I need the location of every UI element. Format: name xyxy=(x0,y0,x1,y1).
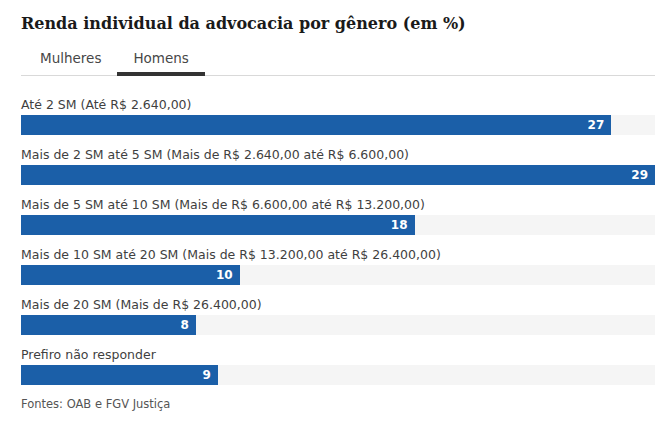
bar-row: Até 2 SM (Até R$ 2.640,00) 27 xyxy=(21,97,655,135)
bar-value-label: 27 xyxy=(588,118,612,132)
bar-row: Prefiro não responder 9 xyxy=(21,347,655,385)
tab-list: Mulheres Homens xyxy=(21,44,655,76)
chart-card: Renda individual da advocacia por gênero… xyxy=(0,0,672,411)
bar-track: 27 xyxy=(21,115,655,135)
bar-row: Mais de 10 SM até 20 SM (Mais de R$ 13.2… xyxy=(21,247,655,285)
bar-value-label: 10 xyxy=(216,268,240,282)
tab-homens[interactable]: Homens xyxy=(117,44,204,75)
bar-fill: 10 xyxy=(21,265,240,285)
bar-category-label: Até 2 SM (Até R$ 2.640,00) xyxy=(21,97,655,112)
bar-fill: 18 xyxy=(21,215,415,235)
bar-category-label: Mais de 2 SM até 5 SM (Mais de R$ 2.640,… xyxy=(21,147,655,162)
bar-value-label: 8 xyxy=(181,318,196,332)
bar-fill: 27 xyxy=(21,115,611,135)
bar-track: 8 xyxy=(21,315,655,335)
bar-category-label: Mais de 5 SM até 10 SM (Mais de R$ 6.600… xyxy=(21,197,655,212)
bar-track: 29 xyxy=(21,165,655,185)
bar-fill: 8 xyxy=(21,315,196,335)
bar-track: 10 xyxy=(21,265,655,285)
bar-fill: 29 xyxy=(21,165,655,185)
bar-category-label: Prefiro não responder xyxy=(21,347,655,362)
bar-track: 9 xyxy=(21,365,655,385)
source-credit: Fontes: OAB e FGV Justiça xyxy=(21,397,655,411)
tab-mulheres[interactable]: Mulheres xyxy=(24,44,117,75)
bar-row: Mais de 5 SM até 10 SM (Mais de R$ 6.600… xyxy=(21,197,655,235)
bar-category-label: Mais de 10 SM até 20 SM (Mais de R$ 13.2… xyxy=(21,247,655,262)
bar-fill: 9 xyxy=(21,365,218,385)
bar-value-label: 18 xyxy=(391,218,415,232)
bar-value-label: 29 xyxy=(631,168,655,182)
bar-track: 18 xyxy=(21,215,655,235)
bar-category-label: Mais de 20 SM (Mais de R$ 26.400,00) xyxy=(21,297,655,312)
bar-value-label: 9 xyxy=(202,368,217,382)
bar-row: Mais de 20 SM (Mais de R$ 26.400,00) 8 xyxy=(21,297,655,335)
bar-chart: Até 2 SM (Até R$ 2.640,00) 27 Mais de 2 … xyxy=(21,97,655,385)
page-title: Renda individual da advocacia por gênero… xyxy=(21,14,655,33)
bar-row: Mais de 2 SM até 5 SM (Mais de R$ 2.640,… xyxy=(21,147,655,185)
